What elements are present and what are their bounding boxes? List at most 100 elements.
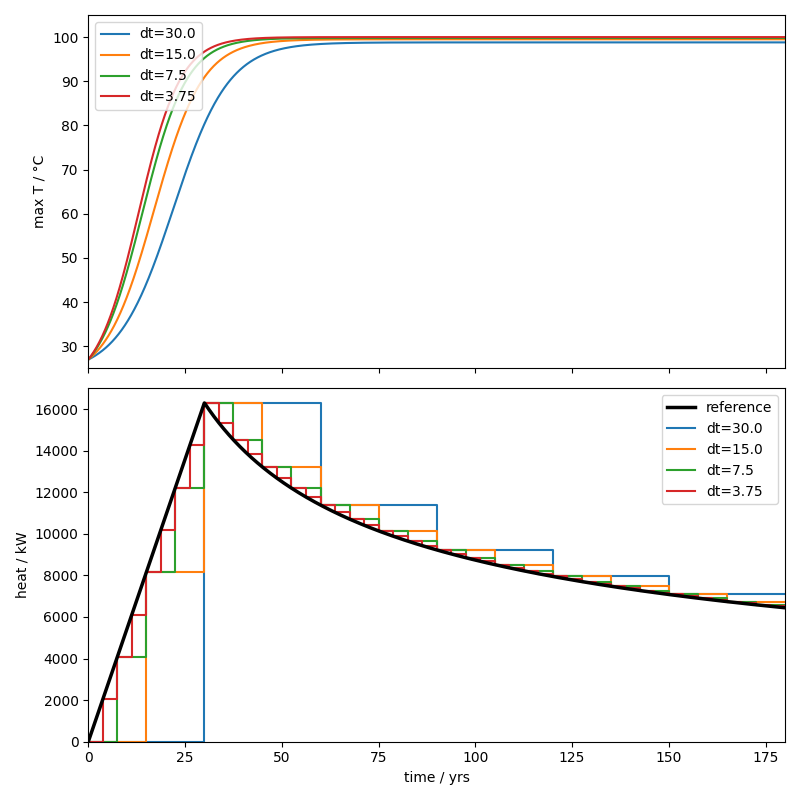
- dt=3.75: [404, 32, 414, 42]
- dt=15.0: [780, 597, 790, 606]
- dt=15.0: [490, 545, 499, 554]
- dt=3.75: [461, 553, 470, 562]
- dt=7.5: [693, 590, 702, 599]
- dt=7.5: [83, 354, 93, 364]
- dt=15.0: [119, 300, 129, 310]
- Line: dt=3.75: dt=3.75: [88, 37, 785, 359]
- dt=30.0: [664, 572, 674, 582]
- dt=15.0: [490, 560, 499, 570]
- dt=30.0: [316, 398, 326, 408]
- dt=7.5: [490, 560, 499, 570]
- dt=3.75: [780, 32, 790, 42]
- dt=15.0: [404, 34, 414, 44]
- dt=3.75: [83, 737, 93, 746]
- dt=7.5: [404, 33, 414, 42]
- dt=30.0: [422, 38, 432, 47]
- Line: dt=15.0: dt=15.0: [88, 403, 785, 742]
- dt=15.0: [760, 34, 770, 44]
- dt=7.5: [780, 33, 790, 42]
- dt=7.5: [635, 582, 645, 591]
- dt=7.5: [113, 737, 122, 746]
- X-axis label: time / yrs: time / yrs: [404, 771, 470, 785]
- dt=7.5: [577, 577, 586, 586]
- dt=30.0: [316, 500, 326, 510]
- dt=7.5: [606, 582, 616, 591]
- dt=7.5: [258, 462, 267, 472]
- dt=15.0: [664, 590, 674, 599]
- dt=7.5: [548, 566, 558, 576]
- reference: [119, 633, 129, 642]
- dt=15.0: [83, 354, 93, 364]
- dt=7.5: [780, 600, 790, 610]
- reference: [760, 601, 770, 610]
- dt=7.5: [345, 514, 354, 524]
- Y-axis label: max T / °C: max T / °C: [33, 155, 46, 229]
- dt=15.0: [422, 34, 432, 44]
- dt=7.5: [664, 586, 674, 595]
- dt=7.5: [199, 482, 209, 492]
- dt=15.0: [722, 590, 732, 599]
- dt=30.0: [83, 737, 93, 746]
- dt=30.0: [780, 590, 790, 599]
- dt=15.0: [142, 737, 151, 746]
- dt=30.0: [632, 38, 642, 47]
- Line: dt=30.0: dt=30.0: [88, 403, 785, 742]
- dt=30.0: [199, 398, 209, 408]
- dt=7.5: [461, 553, 470, 562]
- reference: [760, 601, 770, 610]
- dt=7.5: [229, 398, 238, 408]
- dt=7.5: [635, 586, 645, 595]
- Legend: dt=30.0, dt=15.0, dt=7.5, dt=3.75: dt=30.0, dt=15.0, dt=7.5, dt=3.75: [95, 22, 202, 110]
- dt=7.5: [286, 462, 296, 472]
- dt=30.0: [548, 545, 558, 554]
- dt=7.5: [113, 652, 122, 662]
- dt=3.75: [780, 602, 790, 611]
- dt=30.0: [432, 500, 442, 510]
- dt=15.0: [432, 526, 442, 536]
- dt=30.0: [664, 590, 674, 599]
- dt=7.5: [548, 572, 558, 582]
- Line: dt=15.0: dt=15.0: [88, 39, 785, 359]
- dt=30.0: [119, 322, 129, 332]
- dt=3.75: [722, 597, 732, 606]
- dt=7.5: [760, 33, 770, 42]
- reference: [780, 603, 790, 613]
- dt=7.5: [142, 652, 151, 662]
- dt=3.75: [119, 268, 129, 278]
- dt=7.5: [316, 483, 326, 493]
- dt=3.75: [199, 398, 209, 408]
- dt=15.0: [632, 34, 642, 44]
- dt=7.5: [519, 566, 529, 576]
- dt=7.5: [403, 536, 413, 546]
- dt=3.75: [83, 354, 93, 364]
- dt=15.0: [606, 582, 616, 591]
- Line: dt=30.0: dt=30.0: [88, 42, 785, 359]
- dt=15.0: [199, 398, 209, 408]
- dt=15.0: [83, 737, 93, 746]
- dt=15.0: [374, 500, 383, 510]
- dt=15.0: [142, 567, 151, 577]
- dt=15.0: [760, 34, 770, 44]
- dt=15.0: [432, 545, 442, 554]
- dt=7.5: [751, 600, 761, 610]
- dt=15.0: [258, 398, 267, 408]
- dt=7.5: [722, 594, 732, 603]
- dt=15.0: [606, 572, 616, 582]
- dt=7.5: [760, 33, 770, 42]
- dt=15.0: [316, 500, 326, 510]
- Line: reference: reference: [88, 403, 785, 742]
- dt=3.75: [760, 32, 770, 42]
- dt=30.0: [83, 354, 93, 364]
- dt=7.5: [461, 545, 470, 554]
- dt=7.5: [432, 536, 442, 546]
- dt=7.5: [258, 435, 267, 445]
- dt=7.5: [345, 500, 354, 510]
- dt=15.0: [316, 462, 326, 472]
- dt=7.5: [519, 560, 529, 570]
- dt=15.0: [258, 462, 267, 472]
- Y-axis label: heat / kW: heat / kW: [15, 532, 29, 598]
- dt=7.5: [751, 597, 761, 606]
- dt=30.0: [780, 38, 790, 47]
- dt=7.5: [422, 33, 432, 42]
- dt=7.5: [403, 526, 413, 536]
